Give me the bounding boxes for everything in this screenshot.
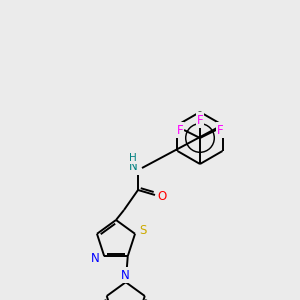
Text: F: F bbox=[217, 124, 223, 136]
Text: F: F bbox=[197, 113, 203, 127]
Text: H: H bbox=[129, 153, 137, 163]
Text: N: N bbox=[120, 269, 129, 282]
Text: F: F bbox=[177, 124, 183, 136]
Text: N: N bbox=[91, 252, 100, 265]
Text: S: S bbox=[139, 224, 147, 237]
Text: N: N bbox=[129, 160, 137, 173]
Text: O: O bbox=[158, 190, 166, 202]
